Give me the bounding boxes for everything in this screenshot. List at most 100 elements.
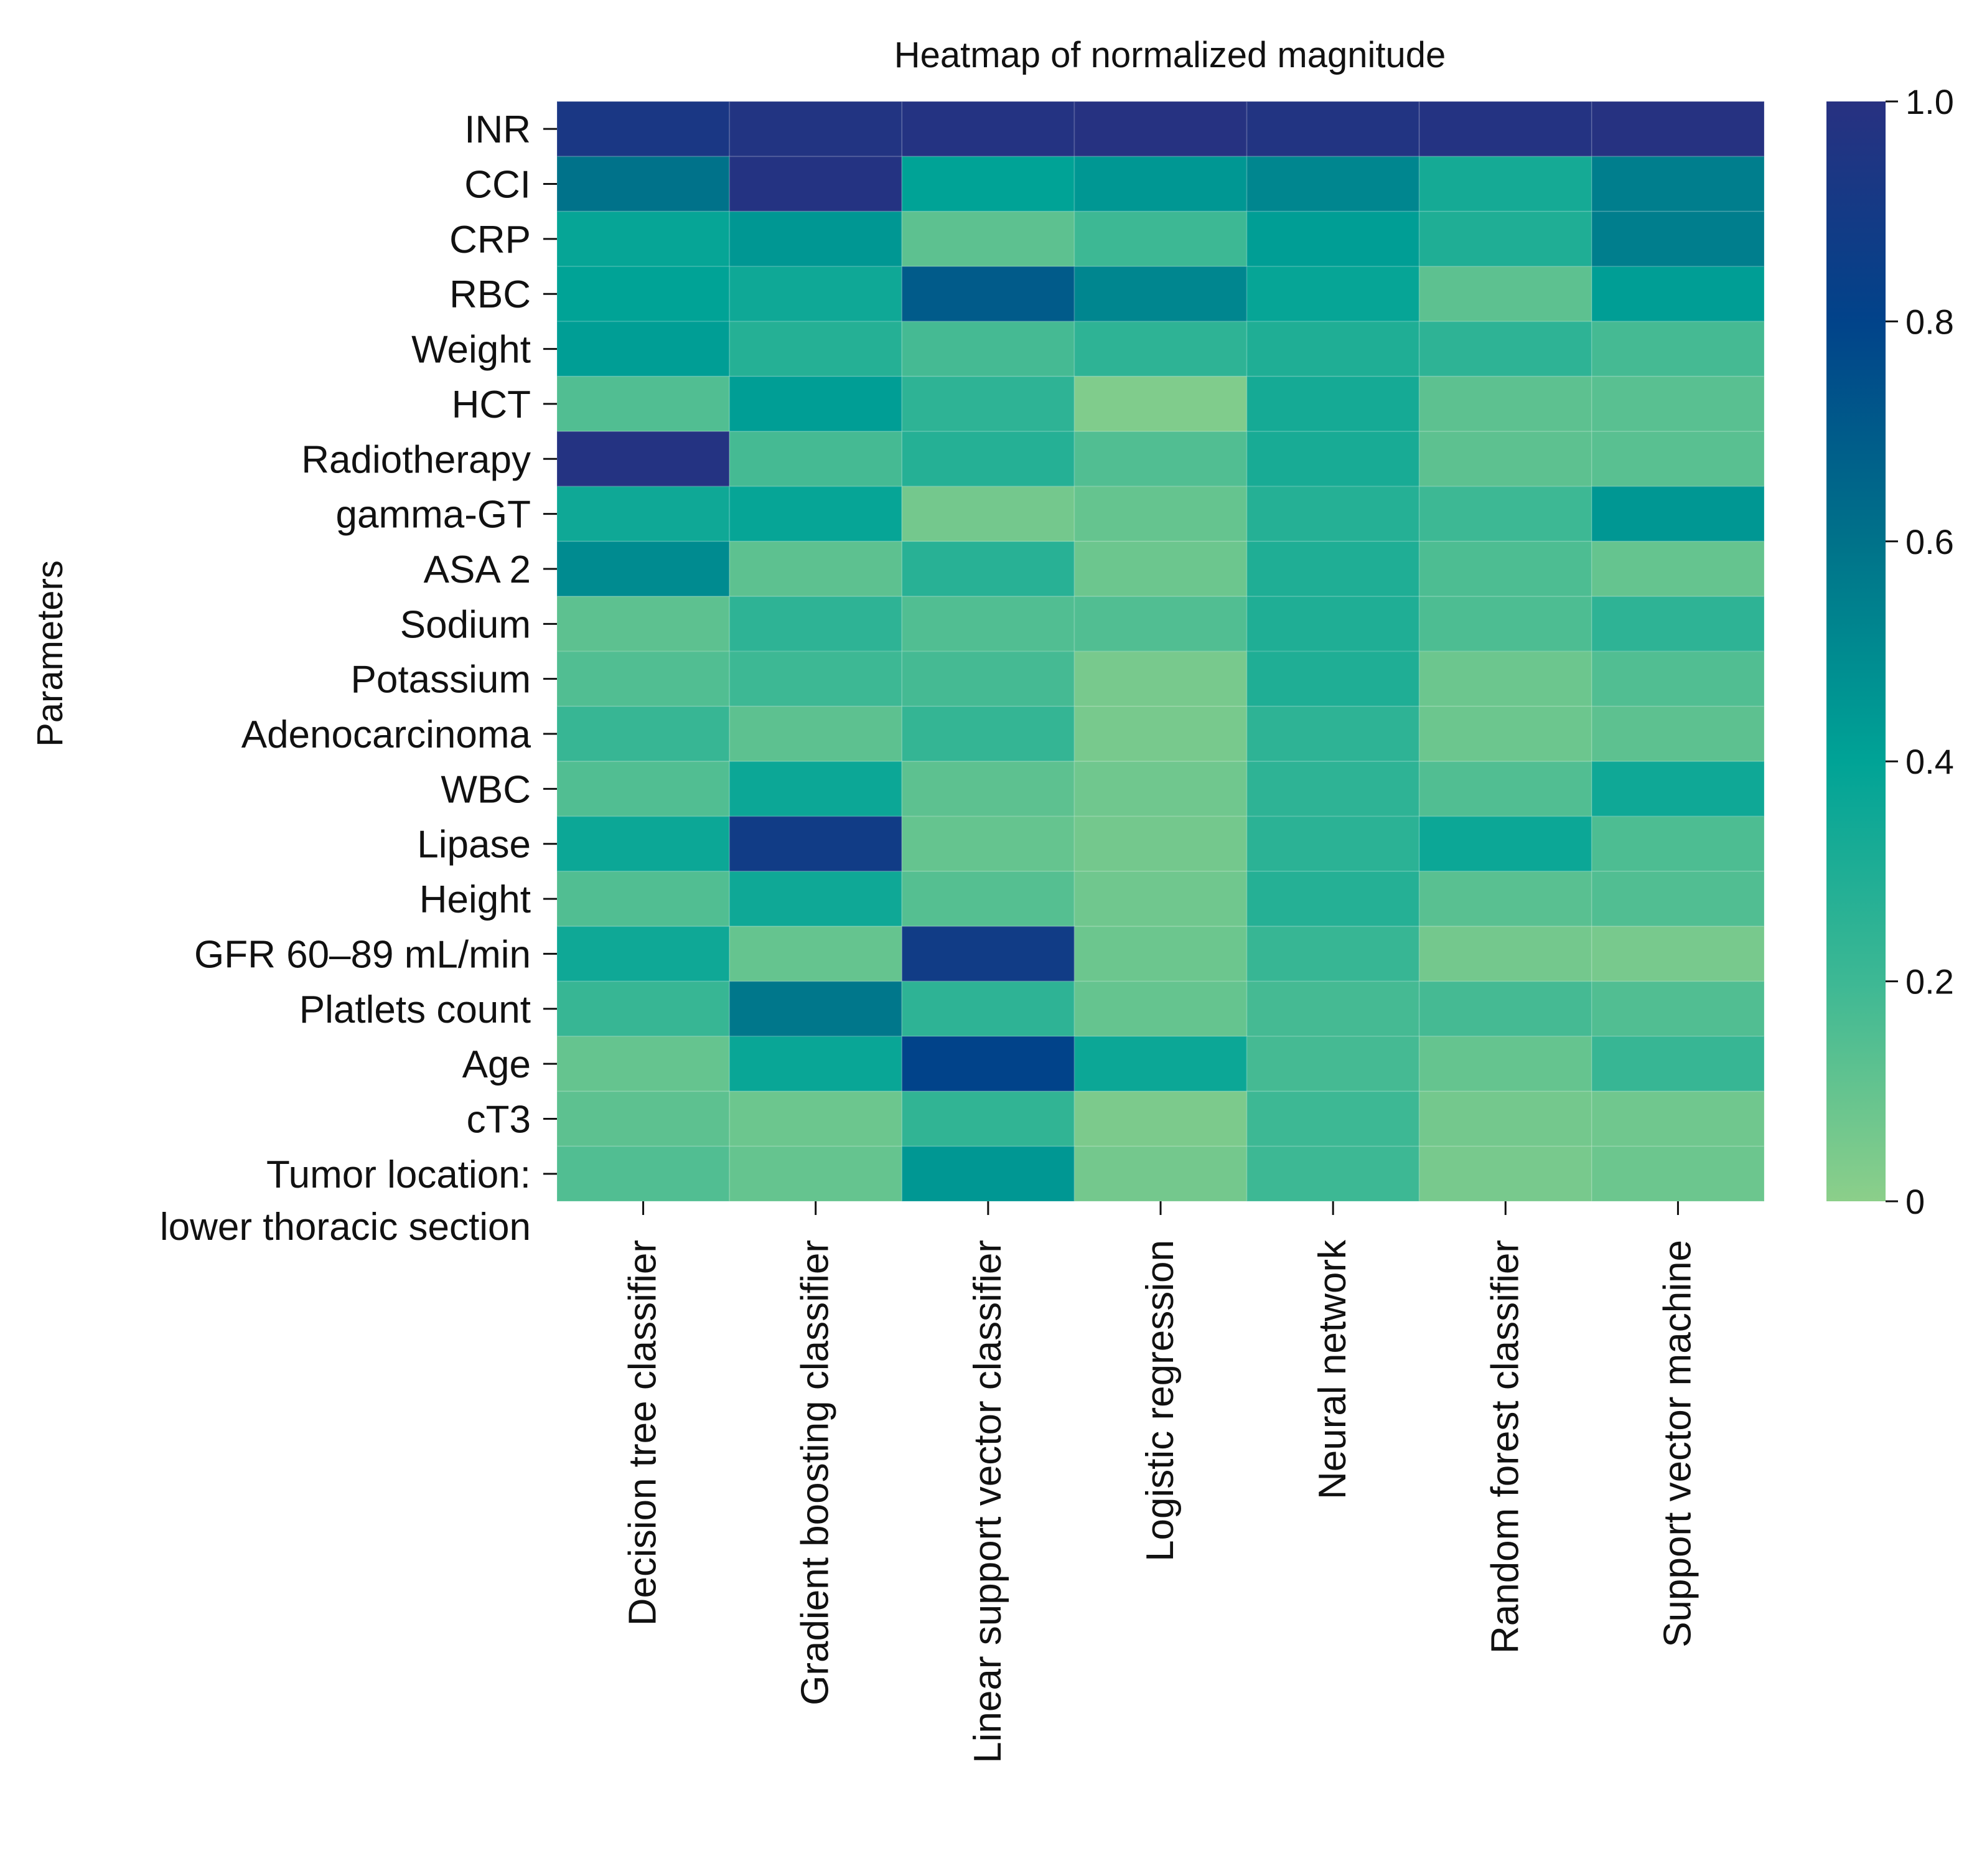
heatmap-cell	[901, 431, 1075, 487]
heatmap-cell	[1591, 101, 1765, 157]
heatmap-cell	[901, 540, 1075, 598]
heatmap-cell	[556, 650, 731, 707]
heatmap-cell	[556, 870, 731, 927]
heatmap-cell	[1246, 266, 1420, 322]
heatmap-cell	[901, 485, 1075, 542]
column-label: Gradient boosting classifier	[794, 1240, 837, 1705]
heatmap-cell	[901, 1145, 1075, 1203]
column-label: Support vector machine	[1656, 1240, 1699, 1648]
heatmap-cell	[729, 815, 903, 872]
heatmap-cell	[1246, 540, 1420, 598]
heatmap-cell	[1418, 761, 1592, 817]
heatmap-cell	[901, 815, 1075, 872]
heatmap-cell	[1246, 485, 1420, 542]
heatmap-cell	[1246, 870, 1420, 927]
heatmap-cell	[1418, 210, 1592, 268]
y-axis-title: Parameters	[30, 560, 70, 747]
heatmap-cell	[1591, 926, 1765, 982]
heatmap-cell	[1073, 705, 1248, 762]
heatmap-cell	[1418, 1090, 1592, 1147]
heatmap-cell	[1073, 650, 1248, 707]
heatmap-cell	[1246, 375, 1420, 433]
row-label: Adenocarcinoma	[241, 713, 531, 756]
heatmap-cell	[1591, 980, 1765, 1037]
heatmap-cell	[1246, 980, 1420, 1037]
heatmap-cell	[1591, 815, 1765, 872]
heatmap-cell	[1418, 815, 1592, 872]
heatmap-cell	[1418, 926, 1592, 982]
heatmap-cell	[729, 870, 903, 927]
row-label: lower thoracic section	[160, 1206, 531, 1249]
heatmap-cell	[1591, 1035, 1765, 1092]
heatmap-cell	[1246, 1035, 1420, 1092]
heatmap-cell	[1591, 156, 1765, 212]
column-label: Linear support vector classifier	[966, 1240, 1009, 1763]
chart-title: Heatmap of normalized magnitude	[894, 35, 1446, 75]
heatmap-cell	[1418, 596, 1592, 652]
heatmap-cell	[556, 596, 731, 652]
row-label: Weight	[411, 329, 531, 372]
heatmap-cell	[901, 375, 1075, 433]
heatmap-cell	[556, 1090, 731, 1147]
heatmap-cell	[729, 431, 903, 487]
heatmap-cell	[729, 321, 903, 377]
heatmap-cell	[1591, 870, 1765, 927]
heatmap-cell	[901, 596, 1075, 652]
heatmap-cell	[1073, 1090, 1248, 1147]
row-label: cT3	[467, 1098, 531, 1141]
heatmap-cell	[901, 266, 1075, 322]
heatmap-cell	[1418, 650, 1592, 707]
row-label: Tumor location:	[266, 1153, 531, 1196]
heatmap-cell	[729, 1145, 903, 1203]
heatmap-cell	[1246, 705, 1420, 762]
row-label: Radiotherapy	[301, 438, 531, 481]
heatmap-cell	[1418, 321, 1592, 377]
heatmap-cell	[901, 980, 1075, 1037]
heatmap-cell	[1073, 485, 1248, 542]
colorbar-tick-label: 0.6	[1905, 522, 1954, 561]
row-label: Platlets count	[299, 988, 531, 1031]
column-label: Decision tree classifier	[622, 1240, 665, 1626]
colorbar-tick-label: 0.8	[1905, 302, 1954, 341]
heatmap-cell	[1073, 321, 1248, 377]
row-label: Sodium	[400, 603, 531, 646]
heatmap-cell	[901, 210, 1075, 268]
row-label: INR	[464, 108, 531, 151]
heatmap-cell	[729, 210, 903, 268]
heatmap-cell	[1246, 101, 1420, 157]
row-label: Height	[419, 878, 531, 921]
heatmap-cell	[1418, 266, 1592, 322]
heatmap-cell	[1591, 210, 1765, 268]
heatmap-cell	[556, 101, 731, 157]
heatmap-cell	[1246, 596, 1420, 652]
column-labels: Decision tree classifier Gradient boostin…	[622, 1201, 1699, 1763]
heatmap-cell	[1591, 650, 1765, 707]
heatmap-cell	[556, 926, 731, 982]
heatmap-cell	[729, 705, 903, 762]
column-label: Logistic regression	[1139, 1240, 1182, 1562]
heatmap-cell	[729, 375, 903, 433]
heatmap-cell	[1073, 431, 1248, 487]
heatmap-cell	[1418, 1145, 1592, 1203]
heatmap-cell	[1591, 375, 1765, 433]
heatmap-cell	[556, 815, 731, 872]
heatmap-cell	[556, 705, 731, 762]
heatmap-cell	[729, 540, 903, 598]
row-label: CCI	[464, 164, 531, 207]
heatmap-cell	[1246, 926, 1420, 982]
heatmap-cell	[556, 431, 731, 487]
heatmap-cell	[1591, 1090, 1765, 1147]
heatmap-cell	[901, 1035, 1075, 1092]
colorbar-tick-label: 0	[1905, 1182, 1925, 1221]
row-label: HCT	[452, 383, 531, 426]
heatmap-cell	[556, 980, 731, 1037]
heatmap-cell	[556, 210, 731, 268]
row-label: gamma-GT	[336, 494, 531, 537]
heatmap-cell	[729, 980, 903, 1037]
heatmap-cell	[1073, 1145, 1248, 1203]
heatmap-cell	[729, 1090, 903, 1147]
heatmap-cell	[1073, 210, 1248, 268]
heatmap-cell	[901, 926, 1075, 982]
heatmap-cell	[1591, 540, 1765, 598]
heatmap-cell	[1073, 596, 1248, 652]
